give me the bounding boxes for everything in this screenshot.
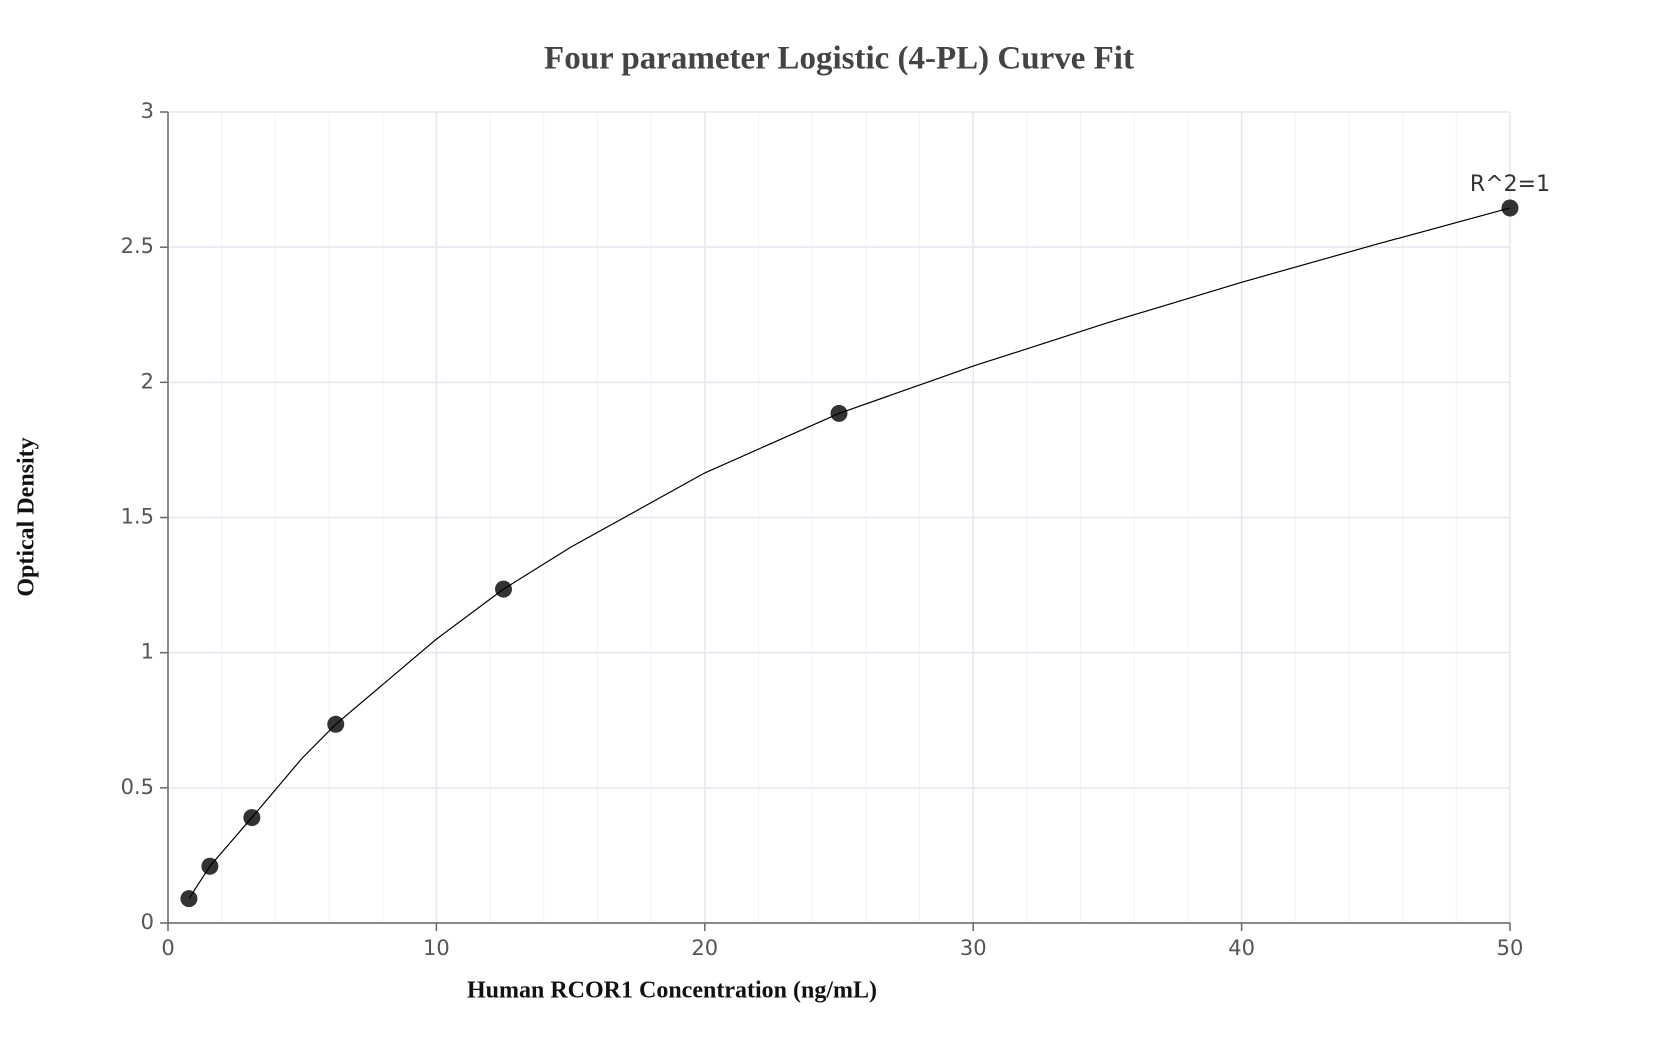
x-tick-label: 30 <box>960 936 987 960</box>
annotation: R^2=1 <box>1470 172 1550 197</box>
y-tick-label: 1 <box>141 640 154 664</box>
x-tick-label: 10 <box>423 936 450 960</box>
x-tick-label: 20 <box>691 936 718 960</box>
x-tick-label: 40 <box>1228 936 1255 960</box>
x-tick-label: 50 <box>1497 936 1524 960</box>
x-axis-label: Human RCOR1 Concentration (ng/mL) <box>467 978 877 1004</box>
y-axis-label: Optical Density <box>14 437 40 596</box>
y-tick-label: 0.5 <box>121 775 154 799</box>
y-tick-label: 2 <box>141 369 154 393</box>
fit-curve <box>188 207 1511 899</box>
chart-title: Four parameter Logistic (4-PL) Curve Fit <box>544 41 1134 77</box>
y-tick-label: 2.5 <box>121 234 154 258</box>
y-tick-label: 3 <box>141 99 154 123</box>
y-tick-label: 1.5 <box>121 505 154 529</box>
x-tick-label: 0 <box>161 936 174 960</box>
y-tick-label: 0 <box>141 910 154 934</box>
